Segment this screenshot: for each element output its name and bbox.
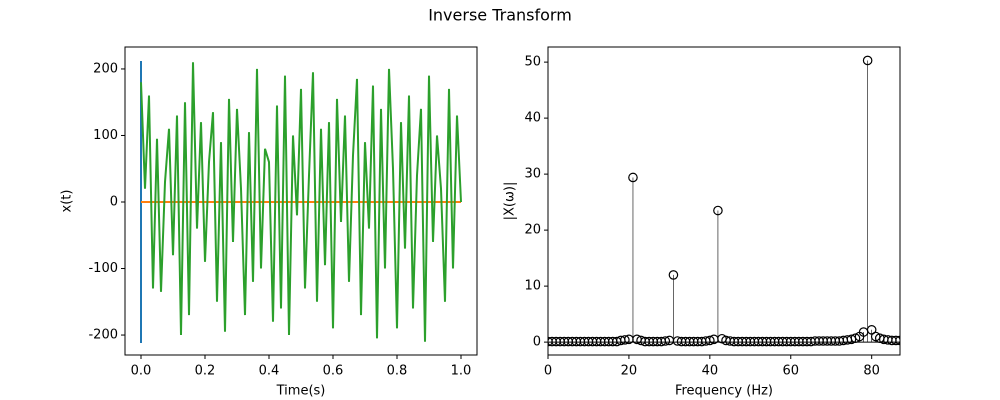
- x-tick-label: 0.0: [131, 364, 152, 379]
- stem: [713, 205, 723, 343]
- axes-frame: [124, 46, 478, 356]
- x-tick-label: 0: [544, 364, 552, 379]
- stem-marker: [862, 55, 873, 66]
- plot-area: [140, 60, 462, 344]
- figure-title: Inverse Transform: [428, 6, 572, 25]
- x-tick-label: 20: [621, 364, 638, 379]
- y-axis-label: x(t): [60, 190, 75, 213]
- x-tick-label: 1.0: [451, 364, 472, 379]
- subplot: 0.0 0.2 0.4 0.6 0.8 1.0 -200 -100 0 100 200 Time(s)…: [60, 46, 478, 399]
- x-tick-label: 60: [782, 364, 799, 379]
- x-tick-label: 0.4: [259, 364, 280, 379]
- x-tick-label: 0.2: [195, 364, 216, 379]
- stem-marker: [891, 335, 900, 346]
- stem: [668, 270, 679, 343]
- y-tick-label: -100: [88, 261, 118, 276]
- plot-area: [548, 55, 900, 347]
- y-tick-label: 200: [93, 61, 118, 76]
- y-tick-label: 100: [93, 128, 118, 143]
- stem: [862, 55, 873, 343]
- axes-frame: [547, 46, 901, 356]
- y-tick-label: 50: [524, 55, 541, 70]
- x-tick-label: 80: [863, 364, 880, 379]
- y-tick-label: 40: [524, 111, 541, 126]
- stem-marker: [668, 270, 679, 280]
- y-tick-label: 20: [524, 223, 541, 238]
- x-tick-label: 40: [702, 364, 719, 379]
- y-tick-label: 0: [110, 194, 118, 209]
- x-tick-label: 0.8: [387, 364, 408, 379]
- y-tick-label: 30: [524, 167, 541, 182]
- y-tick-label: 0: [533, 335, 541, 350]
- y-tick-label: 10: [524, 279, 541, 294]
- stem: [628, 172, 638, 343]
- signal-line: [140, 62, 462, 342]
- subplot: 0 20 40 60 80 0 10 20 30 40 50 Frequency (Hz) |X(ω)|: [503, 46, 901, 399]
- x-axis-label: Frequency (Hz): [675, 384, 773, 399]
- y-tick-label: -200: [88, 328, 118, 343]
- x-axis-label: Time(s): [276, 384, 326, 399]
- x-tick-label: 0.6: [323, 364, 344, 379]
- stem-marker: [628, 172, 638, 183]
- stem-marker: [713, 205, 723, 216]
- y-axis-label: |X(ω)|: [503, 182, 518, 221]
